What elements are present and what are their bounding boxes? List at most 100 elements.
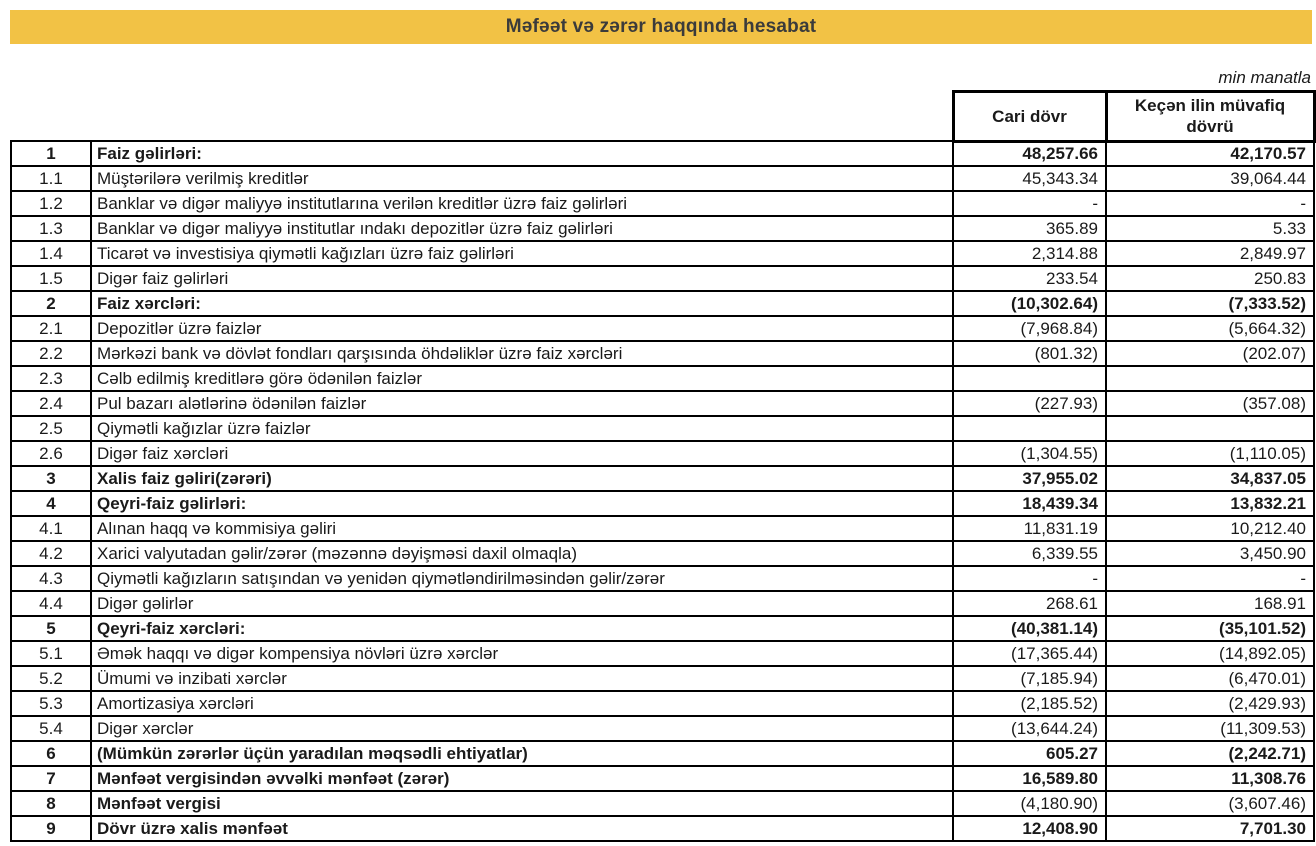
row-number: 1.3 — [10, 215, 92, 242]
table-row: 2 Faiz xərcləri: (10,302.64) (7,333.52) — [10, 290, 1315, 317]
table-row: 2.3 Cəlb edilmiş kreditlərə görə ödənilən… — [10, 365, 1315, 392]
row-label: Alınan haqq və kommisiya gəliri — [90, 515, 954, 542]
row-label: Ümumi və inzibati xərclər — [90, 665, 954, 692]
row-value-current: 365.89 — [952, 215, 1107, 242]
table-row: 4.2 Xarici valyutadan gəlir/zərər (məzənn… — [10, 540, 1315, 567]
table-row: 5.2 Ümumi və inzibati xərclər (7,185.94) (6… — [10, 665, 1315, 692]
row-label: Faiz gəlirləri: — [90, 140, 954, 167]
row-value-current: 45,343.34 — [952, 165, 1107, 192]
table-row: 4.3 Qiymətli kağızların satışından və yen… — [10, 565, 1315, 592]
row-value-current — [952, 365, 1107, 392]
row-label: Mərkəzi bank və dövlət fondları qarşısın… — [90, 340, 954, 367]
table-row: 2.4 Pul bazarı alətlərinə ödənilən faizlə… — [10, 390, 1315, 417]
row-value-previous: 7,701.30 — [1105, 815, 1315, 842]
row-number: 1.4 — [10, 240, 92, 267]
table-row: 2.2 Mərkəzi bank və dövlət fondları qarşı… — [10, 340, 1315, 367]
table-row: 2.5 Qiymətli kağızlar üzrə faizlər — [10, 415, 1315, 442]
row-label: (Mümkün zərərlər üçün yaradılan məqsədli… — [90, 740, 954, 767]
row-label: Ticarət və investisiya qiymətli kağızlar… — [90, 240, 954, 267]
table-row: 5.4 Digər xərclər (13,644.24) (11,309.53) — [10, 715, 1315, 742]
row-label: Digər xərclər — [90, 715, 954, 742]
report-title-band: Məfəət və zərər haqqında hesabat — [10, 10, 1312, 44]
table-row: 4.1 Alınan haqq və kommisiya gəliri 11,831… — [10, 515, 1315, 542]
row-value-previous: (2,242.71) — [1105, 740, 1315, 767]
row-number: 2.4 — [10, 390, 92, 417]
row-number: 3 — [10, 465, 92, 492]
table-row: 2.6 Digər faiz xərcləri (1,304.55) (1,110.0… — [10, 440, 1315, 467]
row-value-previous: 13,832.21 — [1105, 490, 1315, 517]
row-number: 1.1 — [10, 165, 92, 192]
table-header-row: Cari dövr Keçən ilin müvafiq dövrü — [11, 90, 1316, 143]
row-value-previous: (2,429.93) — [1105, 690, 1315, 717]
row-value-previous: - — [1105, 190, 1315, 217]
row-value-current: 605.27 — [952, 740, 1107, 767]
table-row: 6 (Mümkün zərərlər üçün yaradılan məqsədl… — [10, 740, 1315, 767]
row-number: 4.4 — [10, 590, 92, 617]
row-label: Qeyri-faiz gəlirləri: — [90, 490, 954, 517]
row-value-current: 48,257.66 — [952, 140, 1107, 167]
row-value-current: (2,185.52) — [952, 690, 1107, 717]
header-spacer-number — [11, 92, 91, 142]
table-row: 5 Qeyri-faiz xərcləri: (40,381.14) (35,101.… — [10, 615, 1315, 642]
row-value-previous: 39,064.44 — [1105, 165, 1315, 192]
column-header-current: Cari dövr — [951, 90, 1108, 143]
header-spacer-label — [91, 92, 953, 142]
row-value-previous: (35,101.52) — [1105, 615, 1315, 642]
row-label: Xalis faiz gəliri(zərəri) — [90, 465, 954, 492]
row-value-previous: (1,110.05) — [1105, 440, 1315, 467]
row-value-previous — [1105, 365, 1315, 392]
row-number: 5.4 — [10, 715, 92, 742]
row-number: 4.1 — [10, 515, 92, 542]
row-number: 5.2 — [10, 665, 92, 692]
row-number: 2 — [10, 290, 92, 317]
row-value-previous: 5.33 — [1105, 215, 1315, 242]
row-label: Dövr üzrə xalis mənfəət — [90, 815, 954, 842]
row-value-current: (7,968.84) — [952, 315, 1107, 342]
row-label: Qeyri-faiz xərcləri: — [90, 615, 954, 642]
row-value-previous: 11,308.76 — [1105, 765, 1315, 792]
row-value-current: (7,185.94) — [952, 665, 1107, 692]
row-value-previous: (5,664.32) — [1105, 315, 1315, 342]
row-value-current: (40,381.14) — [952, 615, 1107, 642]
row-number: 4 — [10, 490, 92, 517]
row-value-previous: (3,607.46) — [1105, 790, 1315, 817]
row-number: 9 — [10, 815, 92, 842]
row-number: 4.2 — [10, 540, 92, 567]
row-value-current — [952, 415, 1107, 442]
row-number: 2.6 — [10, 440, 92, 467]
row-label: Mənfəət vergisindən əvvəlki mənfəət (zər… — [90, 765, 954, 792]
row-value-previous: - — [1105, 565, 1315, 592]
row-label: Amortizasiya xərcləri — [90, 690, 954, 717]
row-value-previous: 42,170.57 — [1105, 140, 1315, 167]
row-value-current: (17,365.44) — [952, 640, 1107, 667]
row-value-current: (1,304.55) — [952, 440, 1107, 467]
row-value-current: - — [952, 565, 1107, 592]
row-value-current: 11,831.19 — [952, 515, 1107, 542]
row-value-previous: (7,333.52) — [1105, 290, 1315, 317]
row-value-current: (4,180.90) — [952, 790, 1107, 817]
table-row: 1.2 Banklar və digər maliyyə institutları… — [10, 190, 1315, 217]
row-value-previous: 34,837.05 — [1105, 465, 1315, 492]
row-number: 2.3 — [10, 365, 92, 392]
row-value-previous: 168.91 — [1105, 590, 1315, 617]
row-label: Pul bazarı alətlərinə ödənilən faizlər — [90, 390, 954, 417]
row-value-previous: 10,212.40 — [1105, 515, 1315, 542]
row-number: 2.2 — [10, 340, 92, 367]
row-number: 2.1 — [10, 315, 92, 342]
row-label: Müştərilərə verilmiş kreditlər — [90, 165, 954, 192]
table-row: 5.3 Amortizasiya xərcləri (2,185.52) (2,429… — [10, 690, 1315, 717]
row-number: 1.5 — [10, 265, 92, 292]
row-label: Mənfəət vergisi — [90, 790, 954, 817]
row-value-current: (13,644.24) — [952, 715, 1107, 742]
row-value-current: 12,408.90 — [952, 815, 1107, 842]
row-number: 8 — [10, 790, 92, 817]
row-number: 6 — [10, 740, 92, 767]
profit-loss-table: Cari dövr Keçən ilin müvafiq dövrü 1 Faiz… — [10, 90, 1316, 842]
row-value-previous: 2,849.97 — [1105, 240, 1315, 267]
row-label: Banklar və digər maliyyə institutlar ınd… — [90, 215, 954, 242]
row-value-current: 37,955.02 — [952, 465, 1107, 492]
row-label: Digər faiz xərcləri — [90, 440, 954, 467]
row-value-previous: (6,470.01) — [1105, 665, 1315, 692]
row-number: 2.5 — [10, 415, 92, 442]
table-row: 4 Qeyri-faiz gəlirləri: 18,439.34 13,832.21 — [10, 490, 1315, 517]
